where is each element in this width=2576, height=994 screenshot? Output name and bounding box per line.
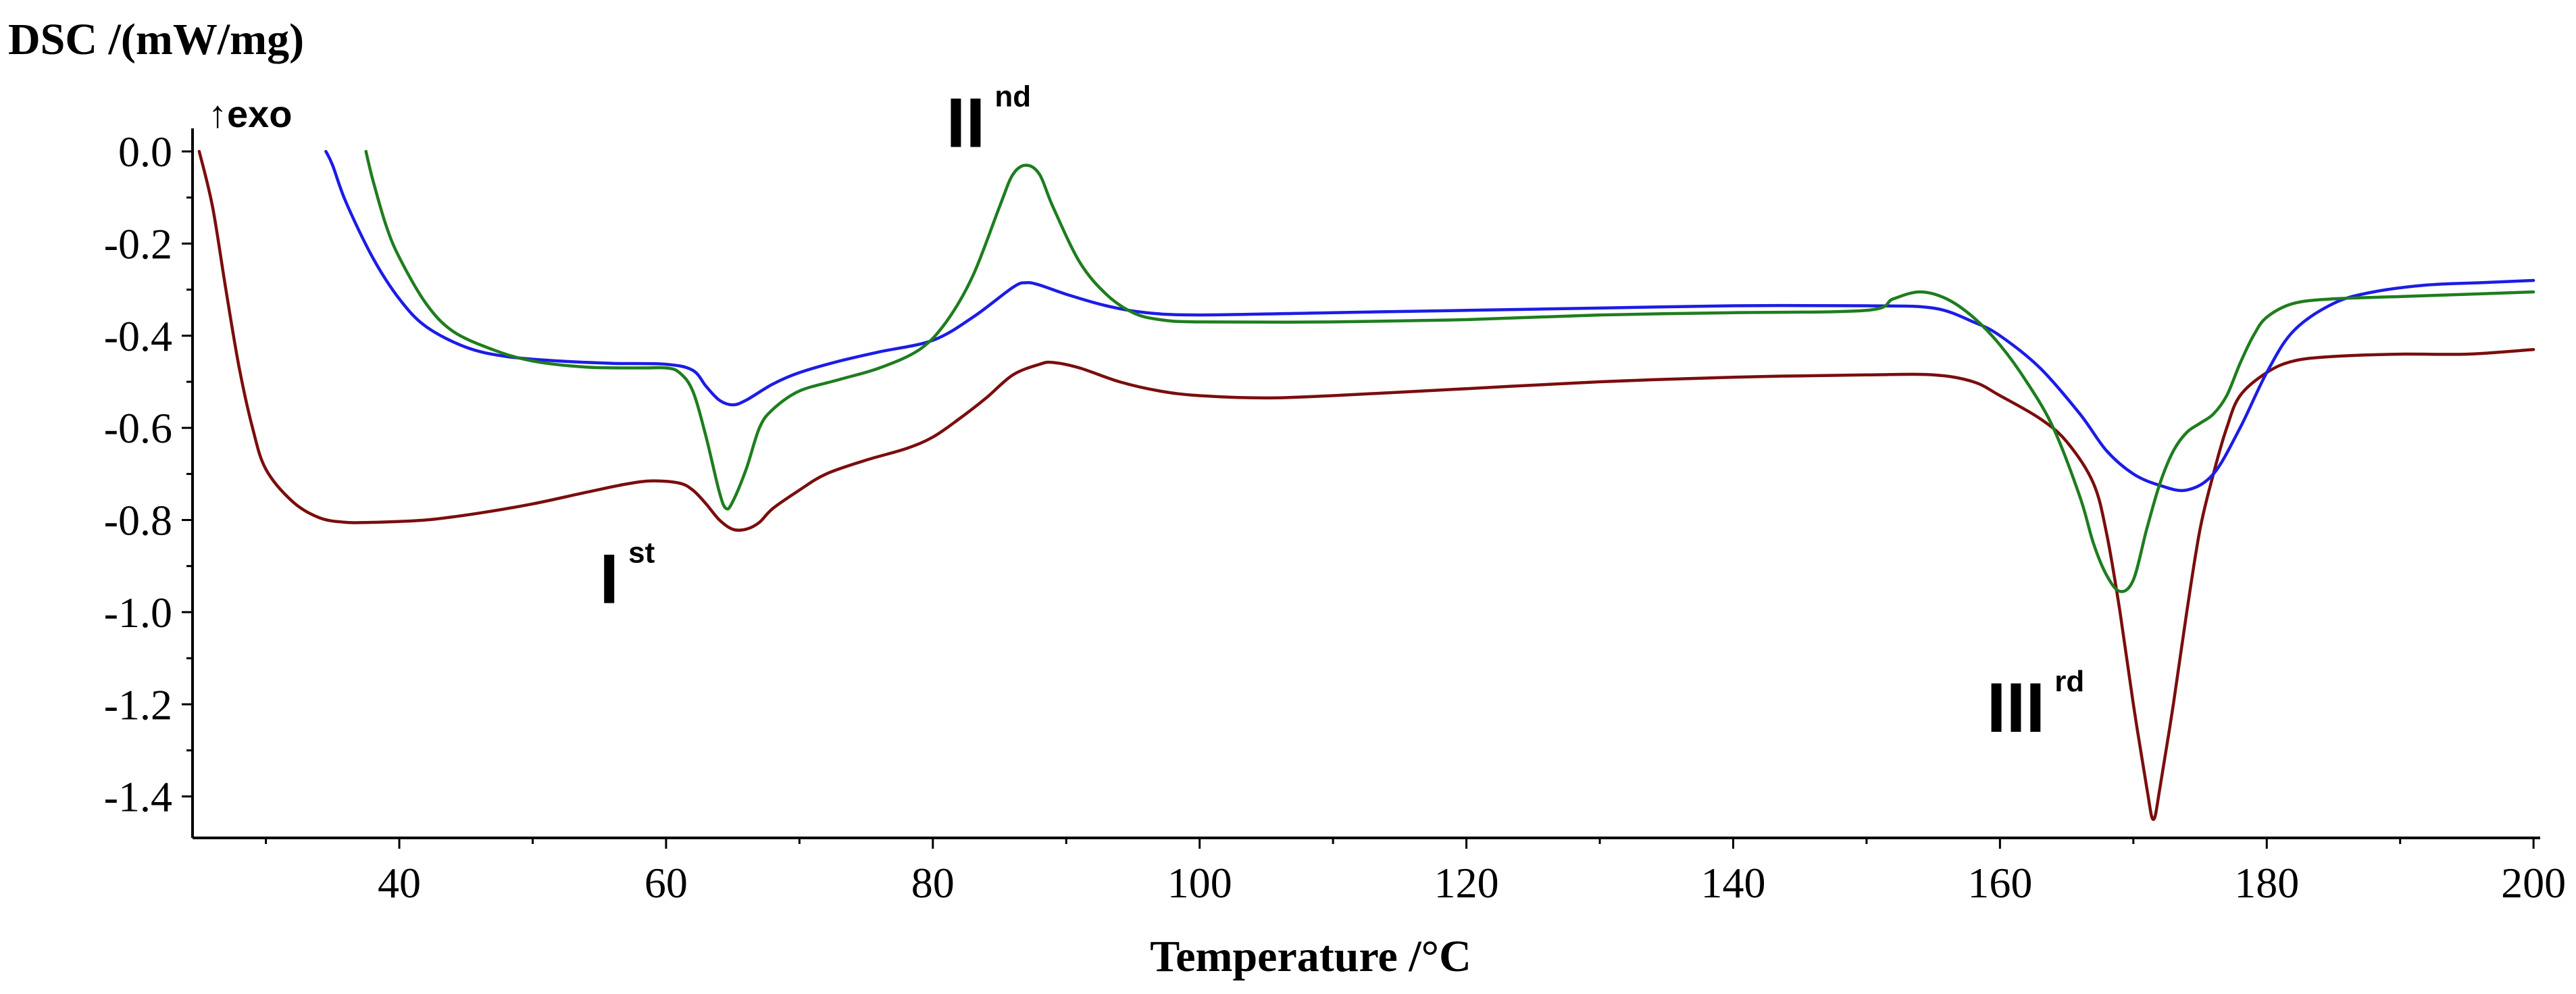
peak-label-superscript: st xyxy=(628,536,655,569)
x-tick-label: 160 xyxy=(1967,859,2032,907)
y-tick-label: -0.8 xyxy=(104,497,172,545)
axes: 0.0 -0.2 -0.4 -0.6 -0.8 -1.0 -1.2 -1.4 40 60 80 10… xyxy=(104,128,2566,907)
x-tick-label: 100 xyxy=(1167,859,1232,907)
x-axis-title: Temperature /°C xyxy=(1150,932,1471,981)
peak-label: II xyxy=(946,84,986,162)
series-line-dark-red xyxy=(197,149,2535,821)
x-tick-label: 200 xyxy=(2501,859,2566,907)
peak-label: I xyxy=(599,540,619,618)
exo-direction-label: ↑exo xyxy=(208,93,293,135)
series-layer xyxy=(197,149,2535,821)
y-axis-title: DSC /(mW/mg) xyxy=(8,15,304,64)
y-tick-label: -0.2 xyxy=(104,220,172,268)
y-tick-label: -1.4 xyxy=(104,773,172,821)
x-tick-label: 40 xyxy=(378,859,421,907)
x-tick-label: 80 xyxy=(911,859,955,907)
y-ticks: 0.0 -0.2 -0.4 -0.6 -0.8 -1.0 -1.2 -1.4 xyxy=(104,128,193,821)
y-tick-label: -0.6 xyxy=(104,404,172,452)
y-tick-label: -0.4 xyxy=(104,312,172,360)
y-tick-label: -1.2 xyxy=(104,680,172,728)
x-tick-label: 60 xyxy=(645,859,688,907)
series-line-green xyxy=(364,149,2535,593)
peak-label-superscript: rd xyxy=(2054,665,2084,698)
x-tick-label: 140 xyxy=(1700,859,1765,907)
y-tick-label: 0.0 xyxy=(118,128,172,176)
peak-label-superscript: nd xyxy=(994,80,1031,113)
x-ticks: 40 60 80 100 120 140 160 180 200 xyxy=(265,838,2566,907)
x-tick-label: 180 xyxy=(2234,859,2299,907)
x-tick-label: 120 xyxy=(1434,859,1499,907)
peak-label: III xyxy=(1987,669,2046,747)
y-tick-label: -1.0 xyxy=(104,589,172,637)
series-line-blue xyxy=(324,149,2535,493)
